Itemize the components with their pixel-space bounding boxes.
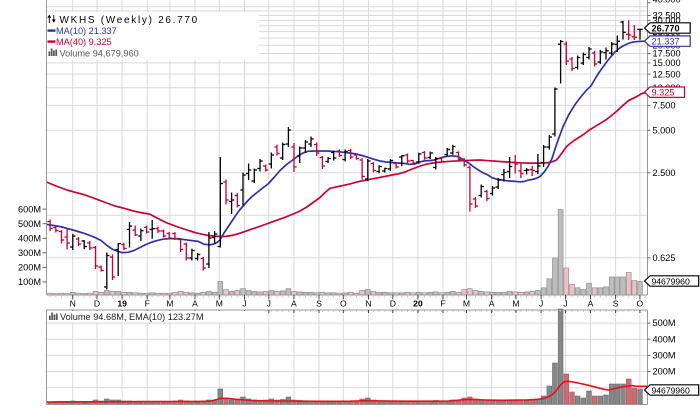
svg-text:500M: 500M — [653, 318, 676, 328]
svg-text:Volume 94,679,960: Volume 94,679,960 — [60, 48, 139, 58]
svg-text:F: F — [145, 299, 150, 309]
svg-text:100M: 100M — [18, 277, 41, 287]
svg-text:J: J — [242, 299, 246, 309]
svg-text:40.000: 40.000 — [653, 0, 681, 5]
svg-text:94679960: 94679960 — [652, 276, 690, 286]
svg-text:J: J — [539, 299, 543, 309]
svg-text:12.500: 12.500 — [653, 69, 681, 79]
svg-text:94679960: 94679960 — [652, 385, 690, 395]
svg-text:500M: 500M — [18, 219, 41, 229]
svg-text:15.000: 15.000 — [653, 58, 681, 68]
svg-text:300M: 300M — [653, 351, 676, 361]
svg-text:2.500: 2.500 — [653, 168, 676, 178]
svg-text:D: D — [94, 299, 100, 309]
svg-text:A: A — [489, 299, 495, 309]
svg-text:M: M — [463, 299, 470, 309]
svg-text:600M: 600M — [18, 204, 41, 214]
svg-text:O: O — [340, 299, 347, 309]
svg-text:F: F — [440, 299, 445, 309]
svg-text:D: D — [390, 299, 396, 309]
svg-text:M: M — [216, 299, 223, 309]
svg-text:9.325: 9.325 — [652, 88, 675, 98]
svg-text:J: J — [563, 299, 567, 309]
svg-text:WKHS (Weekly) 26.770: WKHS (Weekly) 26.770 — [60, 15, 199, 26]
svg-text:26.770: 26.770 — [652, 23, 680, 33]
svg-text:Volume 94.68M, EMA(10) 123.27M: Volume 94.68M, EMA(10) 123.27M — [60, 312, 204, 322]
svg-text:A: A — [192, 299, 198, 309]
svg-text:M: M — [512, 299, 519, 309]
svg-text:200M: 200M — [653, 367, 676, 377]
svg-text:N: N — [70, 299, 76, 309]
svg-text:32.500: 32.500 — [653, 11, 681, 21]
svg-text:400M: 400M — [18, 234, 41, 244]
svg-text:21.337: 21.337 — [652, 37, 680, 47]
svg-text:0.625: 0.625 — [653, 253, 676, 263]
svg-text:MA(40) 9.325: MA(40) 9.325 — [56, 37, 112, 47]
svg-text:S: S — [316, 299, 322, 309]
svg-text:J: J — [267, 299, 271, 309]
svg-text:7.500: 7.500 — [653, 101, 676, 111]
svg-text:5.000: 5.000 — [653, 126, 676, 136]
svg-text:A: A — [588, 299, 594, 309]
svg-text:M: M — [166, 299, 173, 309]
svg-text:MA(10) 21.337: MA(10) 21.337 — [56, 26, 117, 36]
svg-text:200M: 200M — [18, 263, 41, 273]
svg-text:30.000: 30.000 — [653, 16, 681, 26]
svg-text:S: S — [613, 299, 619, 309]
svg-text:A: A — [291, 299, 297, 309]
svg-text:17.500: 17.500 — [653, 49, 681, 59]
svg-text:N: N — [365, 299, 371, 309]
svg-text:19: 19 — [117, 299, 127, 309]
svg-text:O: O — [637, 299, 644, 309]
svg-text:400M: 400M — [653, 334, 676, 344]
svg-text:20: 20 — [413, 299, 423, 309]
svg-text:300M: 300M — [18, 248, 41, 258]
